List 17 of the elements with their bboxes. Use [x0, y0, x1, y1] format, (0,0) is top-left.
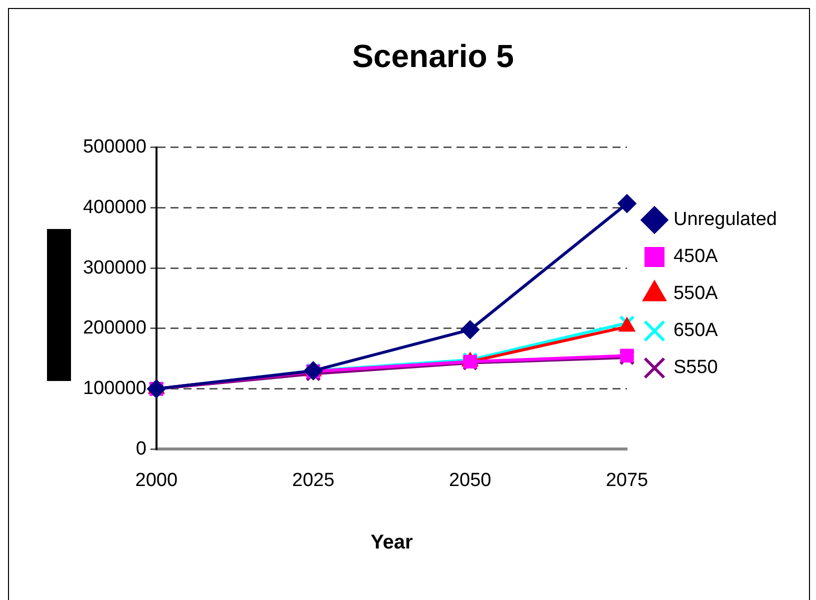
x-tick-label: 2025 [292, 470, 334, 491]
y-tick-label: 400000 [82, 196, 146, 218]
x-tick-label: 2050 [448, 470, 492, 491]
legend-label: 450A [673, 246, 718, 268]
y-tick-label: 500000 [82, 136, 146, 158]
y-tick-label: 200000 [82, 318, 146, 339]
legend-label: S550 [673, 357, 718, 378]
x-tick-label: 2000 [135, 470, 178, 491]
y-tick-label: 300000 [82, 257, 146, 278]
y-tick-label: 100000 [82, 378, 146, 400]
chart-title: Scenario 5 [352, 38, 514, 74]
y-tick-label: 0 [136, 438, 146, 460]
legend-label: Unregulated [673, 209, 778, 230]
legend-label: 550A [673, 283, 718, 304]
x-axis-title: Year [370, 532, 414, 554]
x-tick-label: 2075 [606, 470, 648, 491]
legend-label: 650A [673, 320, 718, 342]
